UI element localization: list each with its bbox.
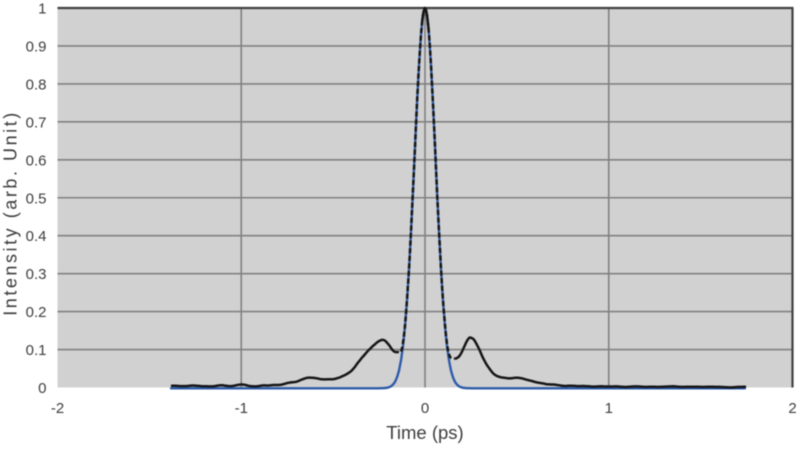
svg-text:2: 2 — [788, 400, 796, 417]
svg-text:0.6: 0.6 — [26, 152, 47, 169]
svg-text:1: 1 — [605, 400, 613, 417]
svg-text:0.3: 0.3 — [26, 266, 47, 283]
svg-text:-2: -2 — [51, 400, 64, 417]
svg-text:0: 0 — [421, 400, 429, 417]
svg-text:0: 0 — [38, 380, 46, 397]
svg-text:0.8: 0.8 — [26, 76, 47, 93]
svg-text:1: 1 — [38, 1, 46, 18]
svg-text:-1: -1 — [235, 400, 248, 417]
svg-text:0.4: 0.4 — [26, 228, 47, 245]
svg-text:0.7: 0.7 — [26, 114, 47, 131]
svg-text:0.1: 0.1 — [26, 342, 47, 359]
svg-text:0.9: 0.9 — [26, 38, 47, 55]
svg-text:0.5: 0.5 — [26, 190, 47, 207]
svg-text:Intensity (arb. Unit): Intensity (arb. Unit) — [1, 110, 21, 316]
svg-text:0.2: 0.2 — [26, 304, 47, 321]
svg-text:Time (ps): Time (ps) — [386, 422, 463, 443]
